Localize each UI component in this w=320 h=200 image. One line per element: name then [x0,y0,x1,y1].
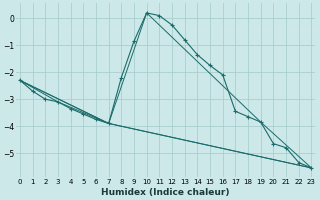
X-axis label: Humidex (Indice chaleur): Humidex (Indice chaleur) [101,188,230,197]
